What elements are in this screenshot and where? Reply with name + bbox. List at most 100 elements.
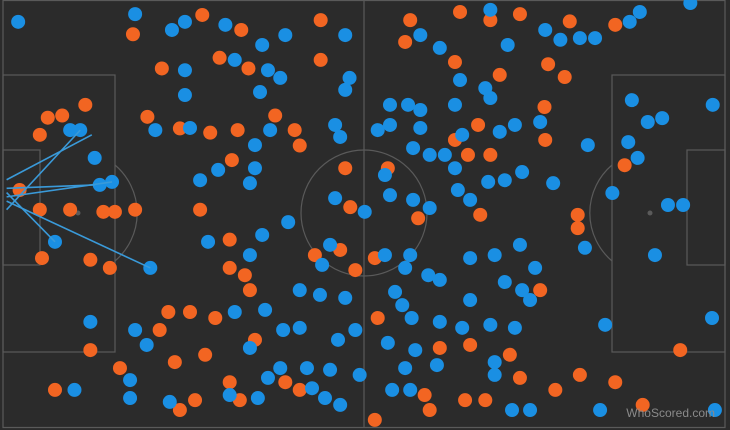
- touch-dot: [92, 177, 107, 192]
- touch-dot: [292, 138, 307, 153]
- touch-dot: [483, 2, 498, 17]
- touch-dot: [167, 355, 182, 370]
- touch-dot: [548, 382, 563, 397]
- touch-dot: [333, 397, 348, 412]
- touch-dot: [292, 283, 307, 298]
- touch-dot: [705, 97, 720, 112]
- touch-dot: [413, 120, 428, 135]
- touch-dot: [222, 388, 237, 403]
- touch-dot: [237, 268, 252, 283]
- touch-dot: [40, 110, 55, 125]
- touch-dot: [260, 370, 275, 385]
- touch-dot: [432, 40, 447, 55]
- touch-dot: [533, 283, 548, 298]
- touch-dot: [580, 138, 595, 153]
- touch-dot: [255, 227, 270, 242]
- touch-dot: [32, 127, 47, 142]
- touch-dot: [447, 55, 462, 70]
- touch-dot: [395, 298, 410, 313]
- touch-dot: [32, 202, 47, 217]
- touch-dot: [630, 150, 645, 165]
- touch-dot: [382, 97, 397, 112]
- touch-dot: [572, 31, 587, 46]
- touch-dot: [338, 82, 353, 97]
- touch-dot: [492, 67, 507, 82]
- touch-dot: [83, 343, 98, 358]
- touch-dot: [538, 22, 553, 37]
- touch-dot: [655, 111, 670, 126]
- touch-dot: [370, 311, 385, 326]
- pass-line: [6, 129, 81, 211]
- touch-dot: [572, 367, 587, 382]
- touch-dot: [497, 173, 512, 188]
- touch-dot: [617, 158, 632, 173]
- touch-dot: [247, 138, 262, 153]
- touch-dot: [107, 204, 122, 219]
- touch-dot: [247, 161, 262, 176]
- touch-dot: [305, 381, 320, 396]
- touch-dot: [447, 97, 462, 112]
- touch-dot: [242, 176, 257, 191]
- touch-dot: [458, 393, 473, 408]
- touch-dot: [622, 14, 637, 29]
- touch-dot: [152, 322, 167, 337]
- touch-dot: [370, 123, 385, 138]
- touch-dot: [342, 70, 357, 85]
- touch-dot: [273, 361, 288, 376]
- touch-dot: [123, 391, 138, 406]
- touch-dot: [102, 260, 117, 275]
- touch-dot: [455, 127, 470, 142]
- touch-dot: [463, 293, 478, 308]
- touch-dot: [398, 260, 413, 275]
- touch-dot: [128, 322, 143, 337]
- touch-dot: [276, 322, 291, 337]
- touch-dot: [421, 268, 436, 283]
- touch-dot: [707, 403, 722, 418]
- touch-dot: [34, 251, 49, 266]
- right-arc: [589, 164, 613, 262]
- touch-dot: [380, 335, 395, 350]
- touch-dot: [208, 311, 223, 326]
- touch-dot: [182, 305, 197, 320]
- touch-dot: [570, 207, 585, 222]
- pass-line: [6, 181, 113, 198]
- touch-dot: [588, 31, 603, 46]
- touch-dot: [242, 283, 257, 298]
- touch-dot: [112, 361, 127, 376]
- touch-dot: [241, 61, 256, 76]
- touch-dot: [512, 7, 527, 22]
- touch-dot: [287, 123, 302, 138]
- touch-dot: [406, 141, 421, 156]
- touch-dot: [338, 290, 353, 305]
- touch-dot: [162, 394, 177, 409]
- touch-dot: [553, 32, 568, 47]
- touch-dot: [55, 108, 70, 123]
- touch-dot: [512, 237, 527, 252]
- touch-dot: [323, 362, 338, 377]
- touch-dot: [177, 14, 192, 29]
- touch-dot: [299, 361, 314, 376]
- touch-dot: [515, 283, 530, 298]
- touch-dot: [377, 248, 392, 263]
- touch-dot: [413, 102, 428, 117]
- touch-dot: [312, 287, 327, 302]
- touch-dot: [255, 37, 270, 52]
- touch-dot: [640, 114, 655, 129]
- touch-dot: [632, 4, 647, 19]
- touch-dot: [382, 117, 397, 132]
- touch-dot: [12, 183, 27, 198]
- touch-dot: [605, 186, 620, 201]
- touch-dot: [411, 211, 426, 226]
- touch-dot: [193, 202, 208, 217]
- touch-dot: [429, 358, 444, 373]
- touch-dot: [125, 27, 140, 42]
- touch-dot: [497, 275, 512, 290]
- watermark: WhoScored.com: [626, 406, 715, 420]
- touch-dot: [432, 314, 447, 329]
- touch-dot: [401, 97, 416, 112]
- touch-dot: [608, 375, 623, 390]
- touch-dot: [201, 234, 216, 249]
- touch-dot: [398, 34, 413, 49]
- touch-dot: [348, 322, 363, 337]
